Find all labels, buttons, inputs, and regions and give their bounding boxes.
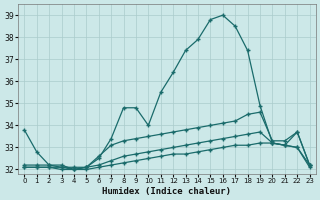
X-axis label: Humidex (Indice chaleur): Humidex (Indice chaleur) (102, 187, 231, 196)
